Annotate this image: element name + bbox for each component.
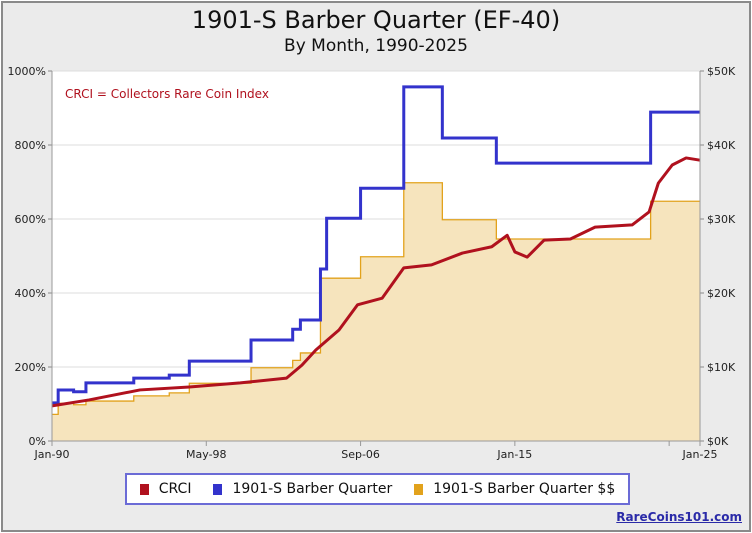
legend-item-dollars[interactable]: 1901-S Barber Quarter $$ <box>414 481 615 497</box>
legend-label: 1901-S Barber Quarter $$ <box>433 481 616 497</box>
y-left-tick-label: 0% <box>29 435 46 448</box>
y-left-tick-label: 1000% <box>8 65 46 78</box>
y-right-tick-label: $40K <box>707 139 736 152</box>
series-line-crci <box>51 156 701 408</box>
legend-item-quarter[interactable]: 1901-S Barber Quarter <box>213 481 392 497</box>
x-tick-label: Jan-25 <box>682 448 718 461</box>
series-line-dollars <box>52 182 700 416</box>
x-tick-label: Jan-15 <box>496 448 532 461</box>
x-tick-label: May-98 <box>186 448 227 461</box>
legend-label: CRCI <box>158 481 192 497</box>
y-right-tick-label: $50K <box>707 65 736 78</box>
chart-subtitle: By Month, 1990-2025 <box>284 36 468 56</box>
x-tick-label: Jan-90 <box>34 448 70 461</box>
y-right-tick-label: $20K <box>707 287 736 300</box>
legend-swatch <box>213 483 223 495</box>
y-left-tick-label: 400% <box>15 287 46 300</box>
x-tick-label: Sep-06 <box>341 448 380 461</box>
series-line-quarter <box>52 85 700 405</box>
legend-label: 1901-S Barber Quarter <box>232 481 393 497</box>
y-right-tick-label: $0K <box>707 435 729 448</box>
y-left-tick-label: 600% <box>15 213 46 226</box>
credit-link[interactable]: RareCoins101.com <box>616 510 742 524</box>
y-left-tick-label: 800% <box>15 139 46 152</box>
annotation-text: CRCI = Collectors Rare Coin Index <box>65 87 269 101</box>
legend: CRCI 1901-S Barber Quarter 1901-S Barber… <box>125 473 630 505</box>
chart-title: 1901-S Barber Quarter (EF-40) <box>191 6 561 34</box>
legend-swatch <box>414 483 424 495</box>
legend-swatch <box>139 483 149 495</box>
y-right-tick-label: $30K <box>707 213 736 226</box>
y-left-tick-label: 200% <box>15 361 46 374</box>
legend-item-crci[interactable]: CRCI <box>139 481 192 497</box>
y-right-tick-label: $10K <box>707 361 736 374</box>
